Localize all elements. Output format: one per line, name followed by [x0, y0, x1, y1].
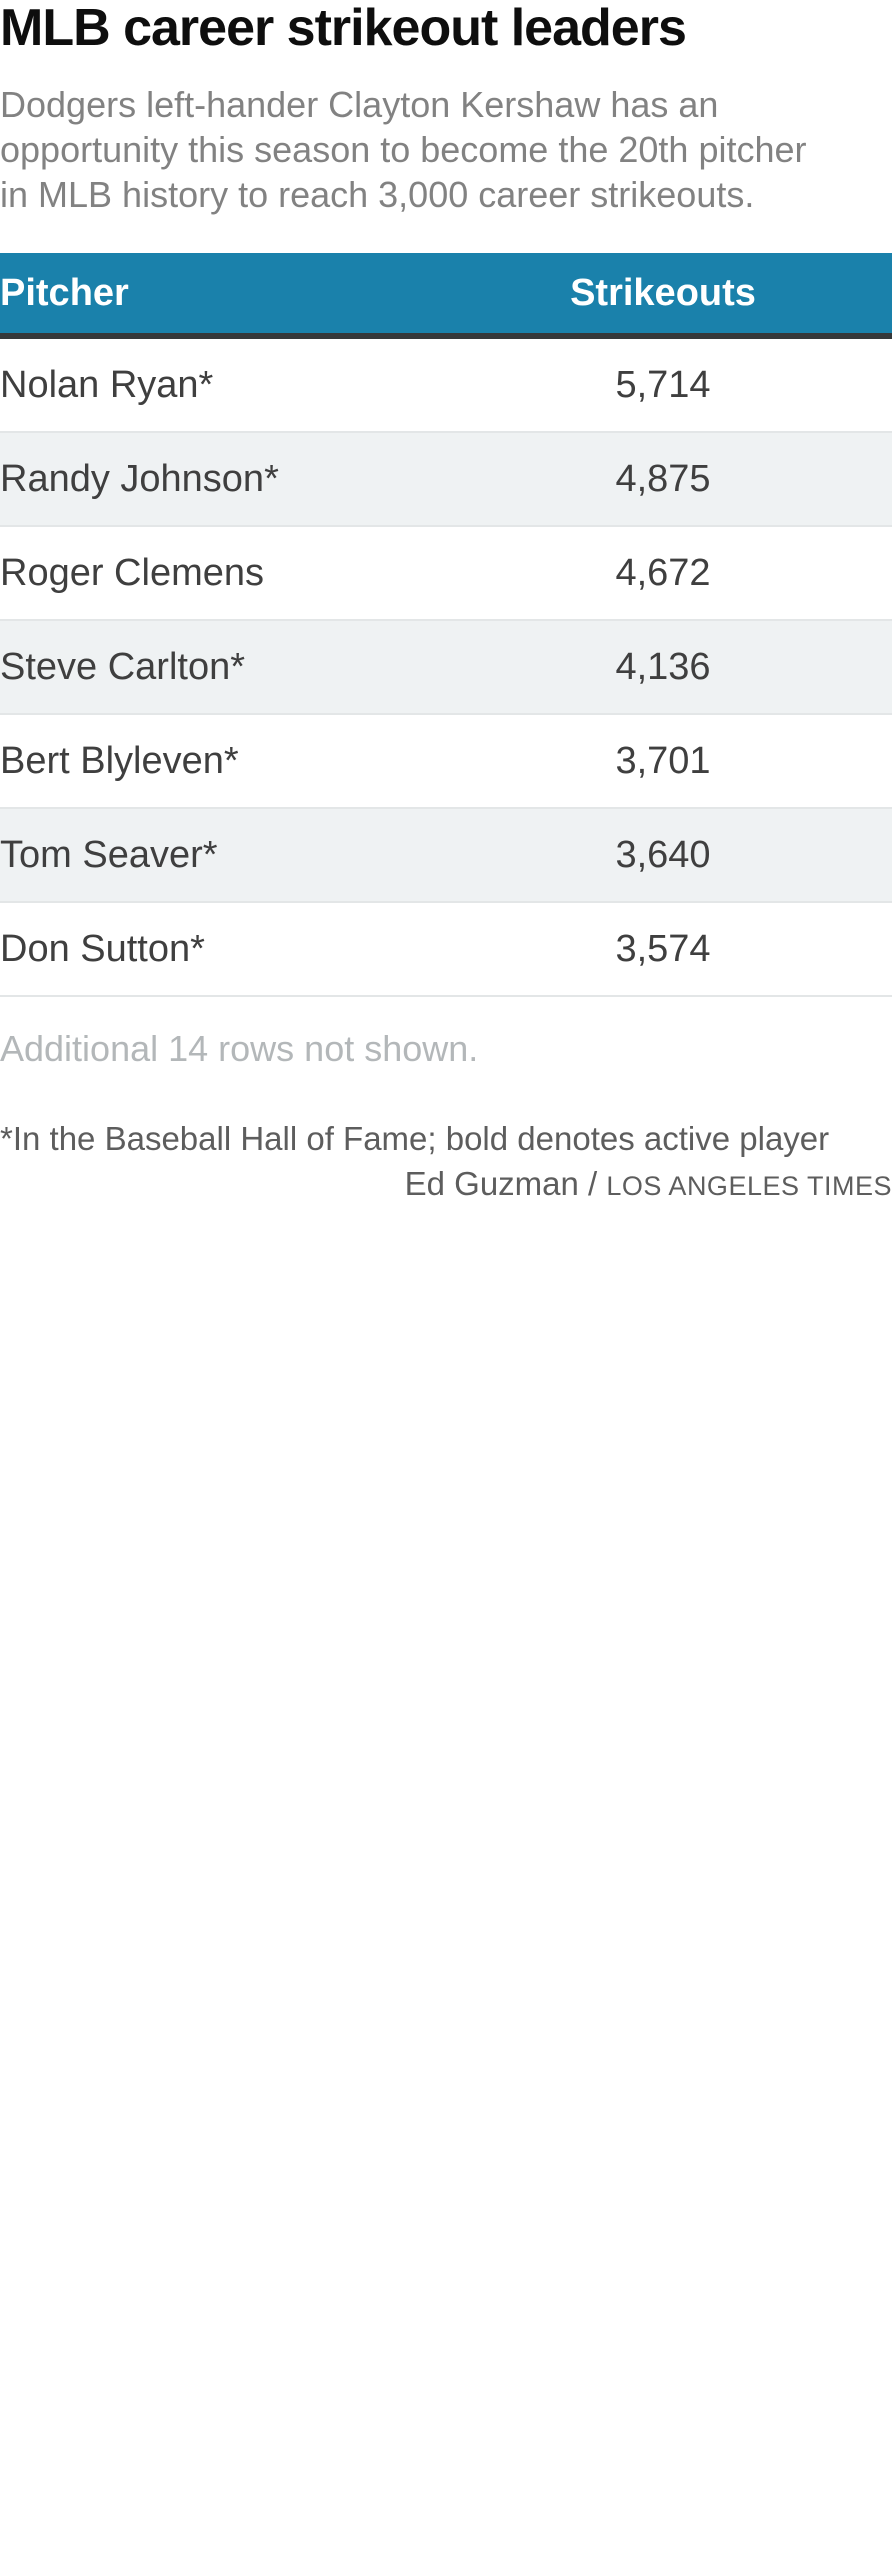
- column-header-pitcher: Pitcher: [0, 253, 434, 339]
- column-header-strikeouts: Strikeouts: [434, 253, 892, 339]
- credit-source: LOS ANGELES TIMES: [606, 1171, 892, 1201]
- credit-author: Ed Guzman /: [404, 1165, 598, 1202]
- pitcher-cell: Nolan Ryan*: [0, 336, 434, 433]
- strikeout-leaders-table: Pitcher Strikeouts Nolan Ryan* 5,714 Ran…: [0, 253, 892, 997]
- table-header-row: Pitcher Strikeouts: [0, 253, 892, 339]
- strikeouts-cell: 4,136: [434, 620, 892, 715]
- footnote: *In the Baseball Hall of Fame; bold deno…: [0, 1120, 830, 1157]
- pitcher-cell: Steve Carlton*: [0, 620, 434, 715]
- table-row: Nolan Ryan* 5,714: [0, 336, 892, 433]
- strikeouts-cell: 3,701: [434, 714, 892, 809]
- pitcher-cell: Randy Johnson*: [0, 432, 434, 527]
- infographic: MLB career strikeout leaders Dodgers lef…: [0, 0, 892, 1207]
- pitcher-cell: Don Sutton*: [0, 902, 434, 997]
- pitcher-cell: Bert Blyleven*: [0, 714, 434, 809]
- strikeouts-cell: 4,672: [434, 526, 892, 621]
- table-row: Roger Clemens 4,672: [0, 526, 892, 621]
- page-title: MLB career strikeout leaders: [0, 0, 687, 57]
- table-body: Nolan Ryan* 5,714 Randy Johnson* 4,875 R…: [0, 336, 892, 997]
- pitcher-cell: Roger Clemens: [0, 526, 434, 621]
- table-row: Bert Blyleven* 3,701: [0, 714, 892, 809]
- subtitle-line-2: opportunity this season to become the 20…: [0, 129, 807, 170]
- table-header: Pitcher Strikeouts: [0, 253, 892, 339]
- credit-line: Ed Guzman / LOS ANGELES TIMES: [0, 1163, 892, 1207]
- table-row: Don Sutton* 3,574: [0, 902, 892, 997]
- strikeouts-cell: 3,640: [434, 808, 892, 903]
- strikeouts-cell: 5,714: [434, 336, 892, 433]
- subtitle-line-3: in MLB history to reach 3,000 career str…: [0, 174, 755, 215]
- table-row: Randy Johnson* 4,875: [0, 432, 892, 527]
- subtitle-line-1: Dodgers left-hander Clayton Kershaw has …: [0, 84, 719, 125]
- truncation-note: Additional 14 rows not shown.: [0, 1028, 479, 1069]
- strikeouts-cell: 4,875: [434, 432, 892, 527]
- table-row: Tom Seaver* 3,640: [0, 808, 892, 903]
- strikeouts-cell: 3,574: [434, 902, 892, 997]
- table-row: Steve Carlton* 4,136: [0, 620, 892, 715]
- chart-subtitle: Dodgers left-hander Clayton Kershaw has …: [0, 82, 892, 217]
- pitcher-cell: Tom Seaver*: [0, 808, 434, 903]
